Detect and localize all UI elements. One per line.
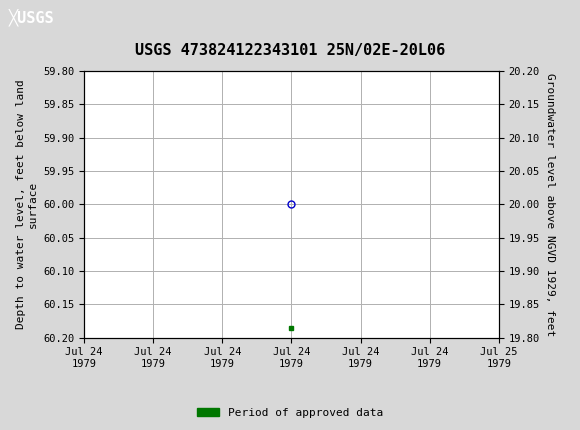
Text: USGS 473824122343101 25N/02E-20L06: USGS 473824122343101 25N/02E-20L06 [135,43,445,58]
Y-axis label: Groundwater level above NGVD 1929, feet: Groundwater level above NGVD 1929, feet [545,73,555,336]
Legend: Period of approved data: Period of approved data [193,403,387,422]
Y-axis label: Depth to water level, feet below land
surface: Depth to water level, feet below land su… [16,80,38,329]
Text: ╳USGS: ╳USGS [9,9,55,26]
